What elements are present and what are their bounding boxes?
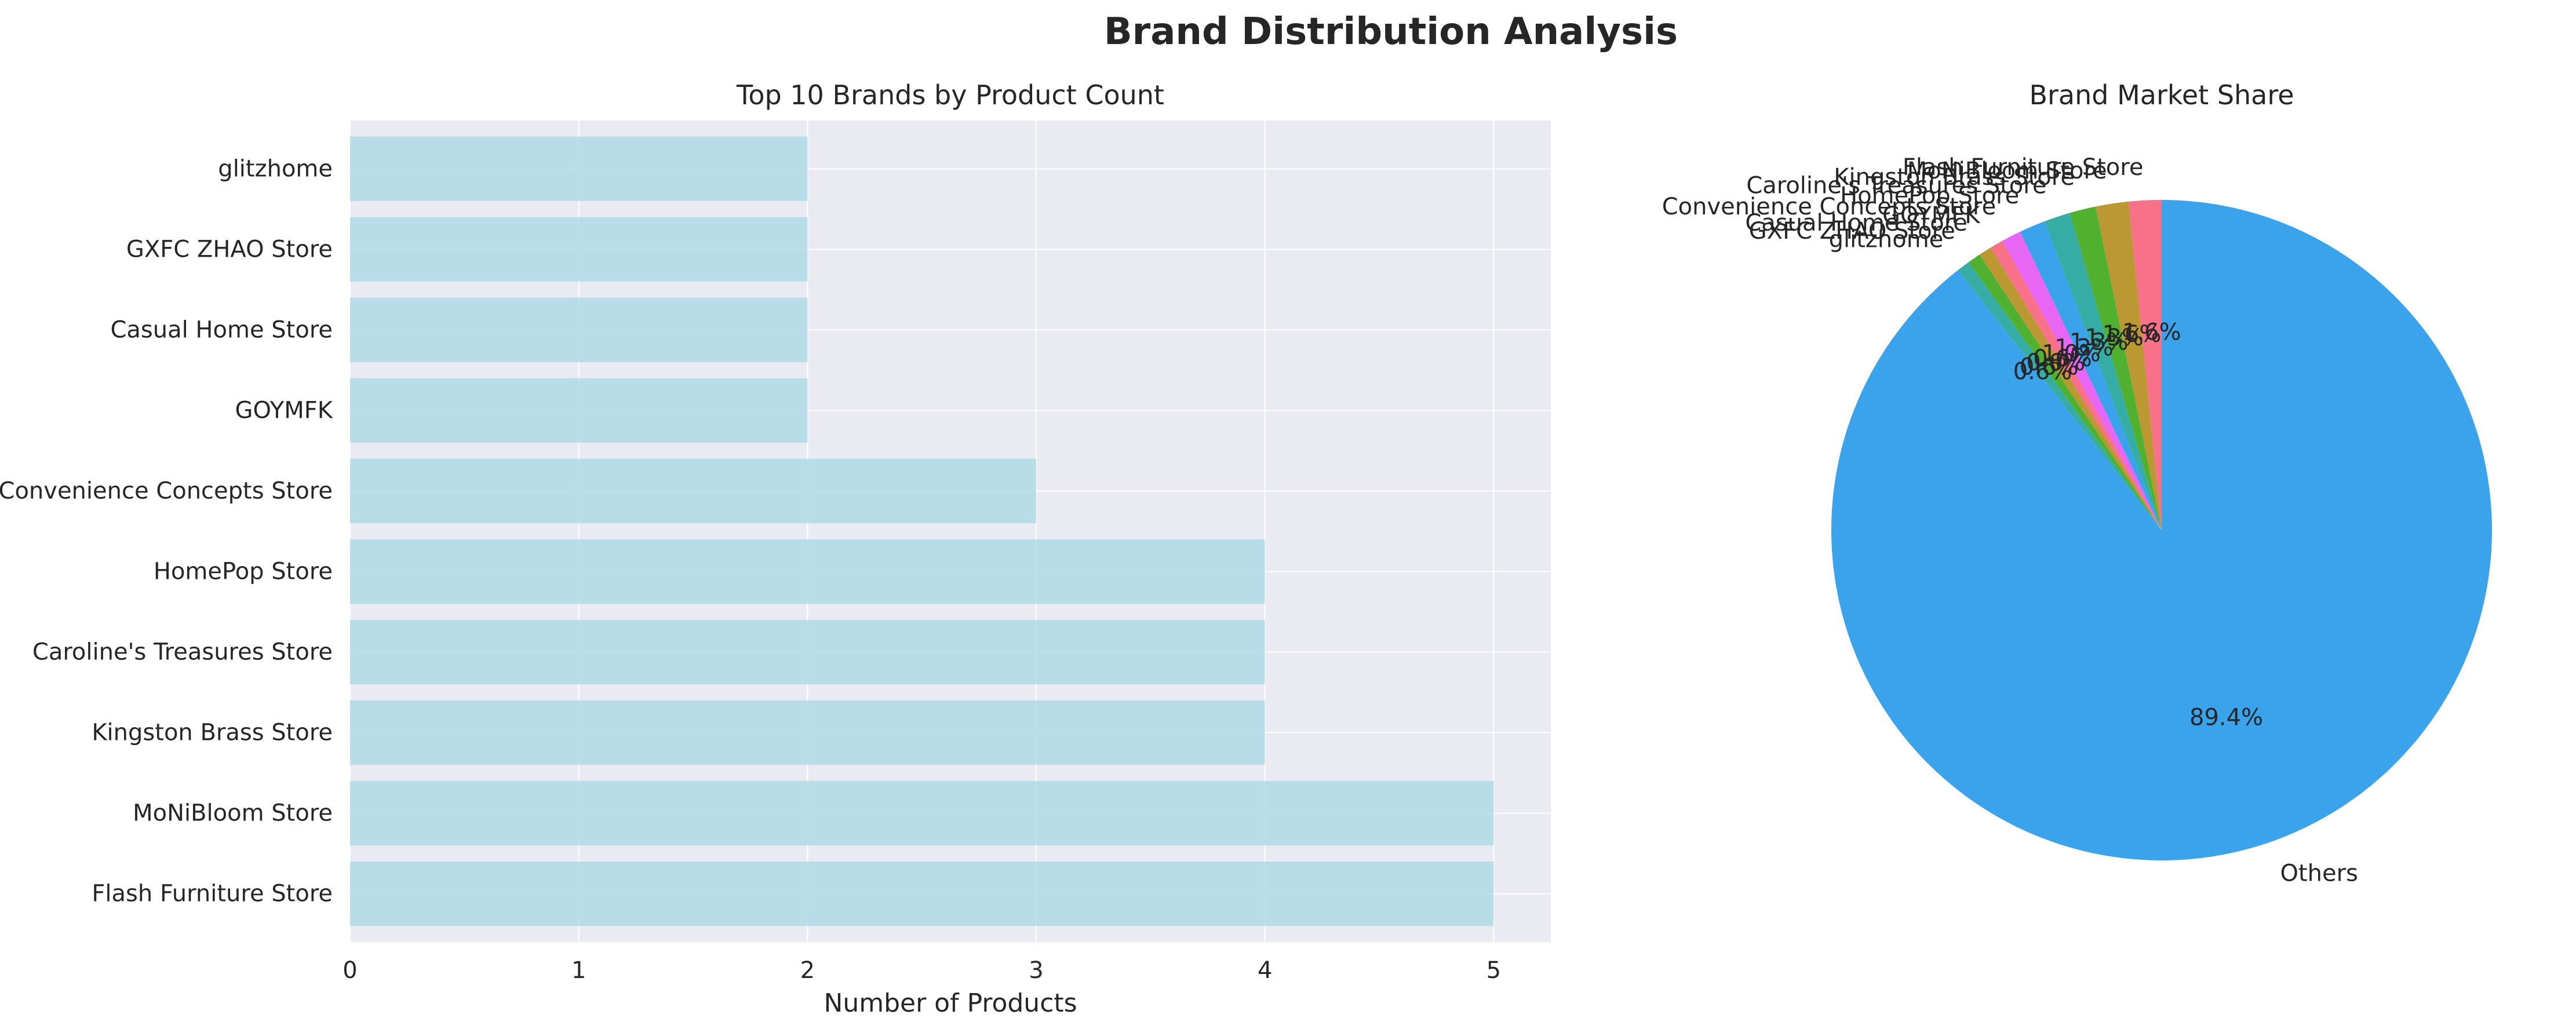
bar-x-tick-label: 5	[1486, 957, 1501, 984]
bar-x-axis-label: Number of Products	[824, 988, 1077, 1018]
pie-slice-label: Casual Home Store	[1745, 210, 1967, 236]
bar-x-tick-label: 2	[800, 957, 815, 984]
bar-x-tick-labels: 0 1 2 3 4 5	[343, 957, 1501, 984]
pie-wedge	[2095, 201, 2162, 530]
bar-x-tick-label: 1	[571, 957, 586, 984]
bar	[350, 458, 1036, 524]
pie-percent-label: 89.4%	[2189, 704, 2263, 731]
bar-category-label: Flash Furniture Store	[92, 881, 333, 907]
pie-wedge	[2128, 200, 2162, 530]
bar	[350, 539, 1265, 604]
bar-category-label: Casual Home Store	[110, 316, 333, 343]
pie-slice-label: Kingston Brass Store	[1834, 164, 2075, 191]
pie-slice-label: GOYMFK	[1882, 202, 1981, 229]
figure-title: Brand Distribution Analysis	[1104, 10, 1678, 53]
pie-wedge	[2069, 206, 2162, 531]
pie-slice-label: Convenience Concepts Store	[1662, 194, 1996, 220]
bar	[350, 136, 808, 202]
bar-category-label: glitzhome	[218, 155, 333, 182]
bar-x-tick-label: 3	[1029, 957, 1043, 984]
bar	[350, 619, 1265, 685]
pie-percent-label: 0.6%	[2013, 359, 2072, 385]
pie-percent-label: 1.3%	[2054, 334, 2114, 361]
pie-slice-label: HomePop Store	[1840, 183, 2019, 209]
pie-wedge	[1991, 240, 2162, 530]
pie-percent-label: 1.6%	[2122, 319, 2181, 345]
bar	[350, 378, 808, 443]
pie-wedge	[2044, 213, 2162, 531]
pie-wedge	[1968, 254, 2162, 530]
pie-percent-label: 1.0%	[2042, 341, 2101, 367]
pie-slice-label: GXFC ZHAO Store	[1749, 218, 1955, 245]
bar-category-label: Kingston Brass Store	[92, 720, 333, 746]
pie-chart-title: Brand Market Share	[2029, 79, 2294, 111]
pie-slice-label: Caroline's Treasures Store	[1746, 172, 2046, 199]
pie-wedges	[1831, 200, 2492, 861]
pie-wedge	[1831, 200, 2492, 861]
bar-category-label: Convenience Concepts Store	[0, 477, 333, 504]
bar-category-labels: Flash Furniture Store MoNiBloom Store King…	[0, 155, 334, 907]
bar-category-label: GOYMFK	[235, 397, 334, 424]
pie-chart: Brand Market Share Flash Furniture Store…	[1662, 79, 2492, 887]
pie-slice-label: Others	[2280, 860, 2358, 887]
pie-percent-label: 0.6%	[2026, 349, 2085, 376]
pie-percent-label: 1.3%	[2085, 324, 2144, 351]
bar	[350, 700, 1265, 765]
bar	[350, 297, 808, 363]
pie-wedge	[1958, 262, 2162, 530]
pie-percent-label: 1.3%	[2069, 329, 2129, 356]
bar-x-tick-label: 0	[343, 957, 357, 984]
pie-wedge	[1979, 247, 2162, 530]
bar	[350, 861, 1494, 926]
bar	[350, 217, 808, 282]
bar-x-tick-label: 4	[1258, 957, 1272, 984]
pie-percent-labels: 1.6%1.6%1.3%1.3%1.3%1.0%0.6%0.6%0.6%0.6%…	[2013, 319, 2263, 731]
bar-series	[350, 136, 1494, 926]
bar-chart: Top 10 Brands by Product Count Flash Fur…	[0, 79, 1551, 1018]
pie-slice-label: glitzhome	[1829, 227, 1944, 253]
pie-slice-label: MoNiBloom Store	[1907, 158, 2107, 184]
pie-wedge	[2020, 221, 2162, 530]
pie-percent-label: 0.6%	[2020, 354, 2079, 381]
bar	[350, 780, 1494, 846]
pie-percent-label: 1.6%	[2103, 321, 2162, 348]
bar-category-label: MoNiBloom Store	[133, 800, 333, 827]
pie-wedge	[2002, 232, 2162, 530]
bar-category-label: Caroline's Treasures Store	[32, 639, 333, 666]
bar-category-label: GXFC ZHAO Store	[126, 236, 333, 262]
bar-chart-title: Top 10 Brands by Product Count	[736, 79, 1164, 111]
bar-category-label: HomePop Store	[154, 559, 333, 585]
pie-slice-label: Flash Furniture Store	[1903, 154, 2144, 181]
pie-percent-label: 0.6%	[2033, 345, 2092, 372]
